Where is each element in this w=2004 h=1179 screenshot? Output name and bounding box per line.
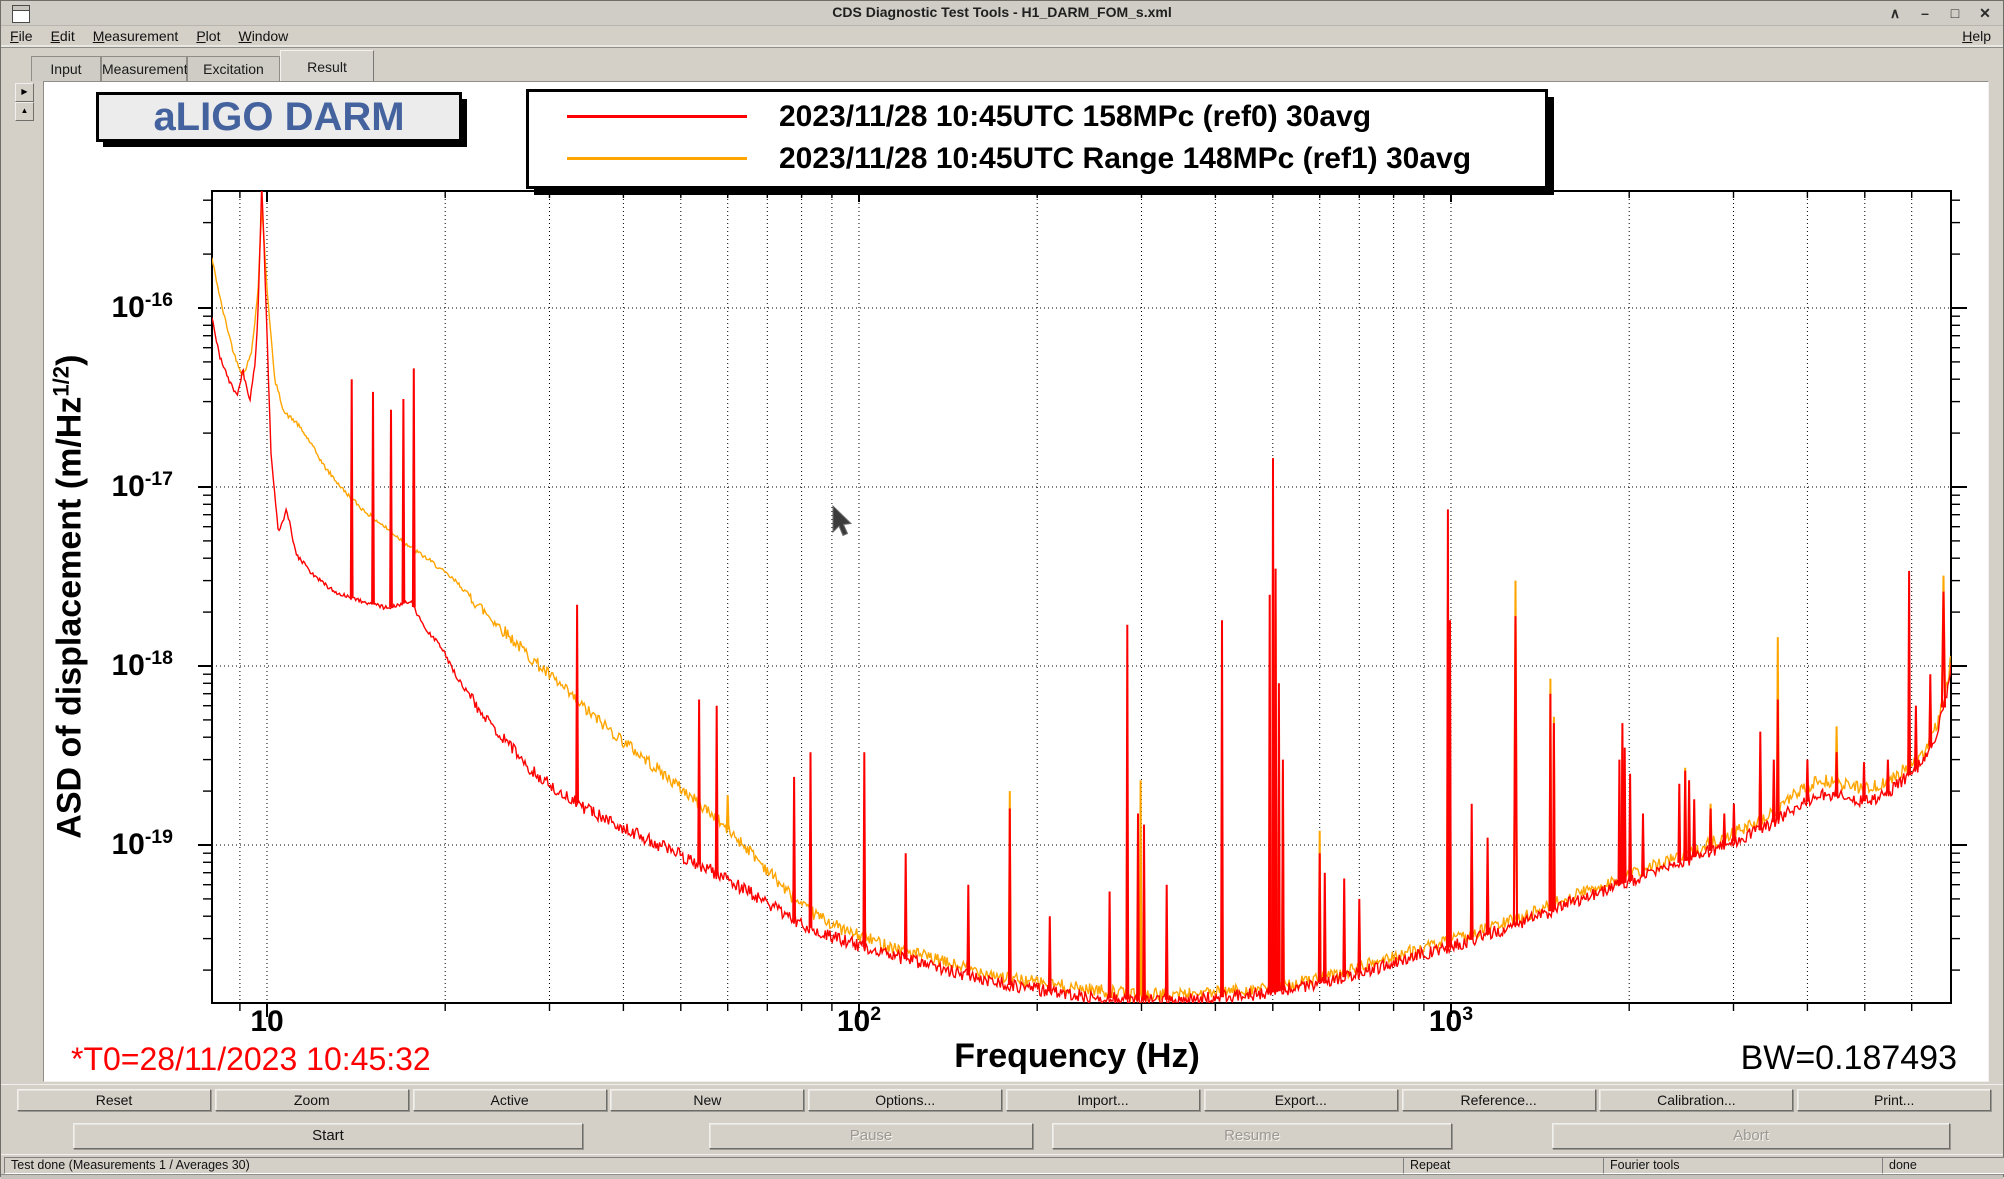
menu-window[interactable]: Window [238,28,289,44]
toolbar-button-import[interactable]: Import... [1006,1089,1200,1111]
legend-label: 2023/11/28 10:45UTC 158MPc (ref0) 30avg [779,100,1372,133]
toolbar-button-active[interactable]: Active [412,1089,607,1111]
menubar: File Edit Measurement Plot Window Help [1,26,2003,48]
toolbar-button-options[interactable]: Options... [808,1089,1003,1111]
x-tick-label: 10 [250,1005,284,1038]
x-tick-label: 103 [1428,1003,1474,1038]
y-tick-label: 10-18 [111,647,173,682]
tab-measurement[interactable]: Measurement [101,56,188,81]
y-tick-label: 10-19 [111,826,173,861]
menu-edit[interactable]: Edit [50,28,75,44]
legend-line-sample [567,157,747,160]
toolbar-button-calibration[interactable]: Calibration... [1599,1089,1794,1111]
legend-box: 2023/11/28 10:45UTC 158MPc (ref0) 30avg 2… [526,89,1548,189]
legend-entry: 2023/11/28 10:45UTC 158MPc (ref0) 30avg [529,96,1545,136]
expand-right-button[interactable]: ▶ [15,83,34,102]
toolbar-button-print[interactable]: Print... [1797,1089,1992,1111]
tab-input[interactable]: Input [31,56,101,81]
tab-result[interactable]: Result [280,50,374,81]
shade-icon[interactable]: ∧ [1889,5,1901,21]
menu-file[interactable]: File [10,28,33,44]
status-bar: Test done (Measurements 1 / Averages 30)… [1,1154,2004,1175]
tab-row: Input Measurement Excitation Result [1,48,2003,81]
resume-button: Resume [1052,1123,1452,1149]
status-segment: Fourier tools [1603,1157,1886,1174]
plot-panel [43,81,1989,1082]
abort-button: Abort [1552,1123,1950,1149]
menu-help[interactable]: Help [1962,28,1991,44]
title-bar: CDS Diagnostic Test Tools - H1_DARM_FOM_… [1,1,2003,26]
application-icon [12,5,30,23]
status-segment: done [1882,1157,2004,1174]
toolbar-button-export[interactable]: Export... [1203,1089,1398,1111]
collapse-up-button[interactable]: ▲ [15,102,34,121]
legend-entry: 2023/11/28 10:45UTC Range 148MPc (ref1) … [529,138,1545,178]
close-icon[interactable]: ✕ [1979,5,1991,21]
bandwidth-readout: BW=0.187493 [1740,1039,1957,1077]
plot-title-box: aLIGO DARM [96,92,462,142]
menu-measurement[interactable]: Measurement [92,28,179,44]
toolbar-button-zoom[interactable]: Zoom [214,1089,409,1111]
pause-button: Pause [709,1123,1033,1149]
plot-toolbar: Reset Zoom Active New Options... Import... Exp… [1,1084,2003,1117]
tab-excitation[interactable]: Excitation [187,56,280,81]
menu-plot[interactable]: Plot [196,28,221,44]
window-controls: ∧ – □ ✕ [1885,3,1995,23]
maximize-icon[interactable]: □ [1950,5,1960,21]
toolbar-button-reference[interactable]: Reference... [1401,1089,1596,1111]
minimize-icon[interactable]: – [1921,5,1929,21]
legend-line-sample [567,115,747,118]
status-segment: Repeat [1403,1157,1607,1174]
window-title: CDS Diagnostic Test Tools - H1_DARM_FOM_… [832,4,1172,20]
status-segment: Test done (Measurements 1 / Averages 30) [4,1157,1406,1174]
t0-timestamp: *T0=28/11/2023 10:45:32 [71,1041,431,1077]
toolbar-button-reset[interactable]: Reset [17,1089,211,1111]
legend-label: 2023/11/28 10:45UTC Range 148MPc (ref1) … [779,142,1472,175]
y-tick-label: 10-16 [111,289,173,324]
measurement-controls: Start Pause Resume Abort [1,1118,2003,1154]
y-axis-title: ASD of displacement (m/Hz1/2) [48,354,89,839]
toolbar-button-new[interactable]: New [610,1089,805,1111]
y-tick-label: 10-17 [111,468,173,503]
start-button[interactable]: Start [73,1123,583,1149]
menubar-items: File Edit Measurement Plot Window [1,28,297,45]
x-tick-label: 102 [836,1003,882,1038]
x-axis-title: Frequency (Hz) [954,1037,1200,1075]
